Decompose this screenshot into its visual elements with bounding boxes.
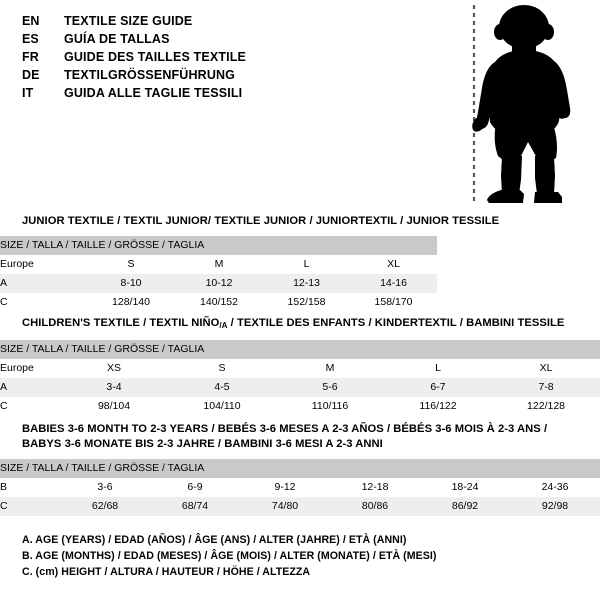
cell: 5-6 — [276, 378, 384, 397]
cell: XL — [350, 255, 438, 274]
language-title: GUIDA ALLE TAGLIE TESSILI — [64, 86, 243, 100]
cell: 3-4 — [60, 378, 168, 397]
cell: 74/80 — [240, 497, 330, 516]
cell: XL — [492, 359, 600, 378]
junior-band-label: SIZE / TALLA / TAILLE / GRÖSSE / TAGLIA — [0, 236, 438, 255]
row-label: A — [0, 378, 60, 397]
legend-block: A. AGE (YEARS) / EDAD (AÑOS) / ÂGE (ANS)… — [22, 532, 582, 580]
cell: 12-18 — [330, 478, 420, 497]
cell: L — [384, 359, 492, 378]
language-row: FR GUIDE DES TAILLES TEXTILE — [22, 48, 422, 66]
language-title: TEXTILGRÖSSENFÜHRUNG — [64, 68, 236, 82]
cell: 152/158 — [263, 293, 350, 312]
table-band-header-row: SIZE / TALLA / TAILLE / GRÖSSE / TAGLIA — [0, 459, 600, 478]
section-babies-title-line1: BABIES 3-6 MONTH TO 2-3 YEARS / BEBÉS 3-… — [22, 423, 548, 435]
language-code: ES — [22, 32, 39, 46]
cell: S — [168, 359, 276, 378]
children-size-table: SIZE / TALLA / TAILLE / GRÖSSE / TAGLIA … — [0, 340, 600, 416]
cell: 158/170 — [350, 293, 438, 312]
table-row: Europe S M L XL — [0, 255, 438, 274]
section-babies: BABIES 3-6 MONTH TO 2-3 YEARS / BEBÉS 3-… — [0, 422, 600, 516]
cell: 7-8 — [492, 378, 600, 397]
row-label: Europe — [0, 255, 87, 274]
row-label: C — [0, 497, 60, 516]
children-title-pre: CHILDREN'S TEXTILE / TEXTIL NIÑO — [22, 317, 220, 329]
table-row: A 3-4 4-5 5-6 6-7 7-8 — [0, 378, 600, 397]
legend-line-a: A. AGE (YEARS) / EDAD (AÑOS) / ÂGE (ANS)… — [22, 534, 407, 546]
cell: 86/92 — [420, 497, 510, 516]
row-label: C — [0, 293, 87, 312]
language-row: DE TEXTILGRÖSSENFÜHRUNG — [22, 66, 422, 84]
cell: 24-36 — [510, 478, 600, 497]
cell: M — [276, 359, 384, 378]
babies-size-table: SIZE / TALLA / TAILLE / GRÖSSE / TAGLIA … — [0, 459, 600, 516]
language-row: IT GUIDA ALLE TAGLIE TESSILI — [22, 84, 422, 102]
row-label: A — [0, 274, 87, 293]
language-code: DE — [22, 68, 40, 82]
table-row: C 128/140 140/152 152/158 158/170 — [0, 293, 438, 312]
cell: 110/116 — [276, 397, 384, 416]
language-header-block: EN TEXTILE SIZE GUIDE ES GUÍA DE TALLAS … — [22, 12, 422, 102]
cell: 8-10 — [87, 274, 175, 293]
cell: S — [87, 255, 175, 274]
row-label: C — [0, 397, 60, 416]
child-silhouette-icon — [472, 5, 571, 203]
cell: 92/98 — [510, 497, 600, 516]
cell: 98/104 — [60, 397, 168, 416]
language-title: GUÍA DE TALLAS — [64, 32, 170, 46]
section-children: CHILDREN'S TEXTILE / TEXTIL NIÑO/A / TEX… — [0, 316, 600, 416]
legend-line-c: C. (cm) HEIGHT / ALTURA / HAUTEUR / HÖHE… — [22, 566, 311, 578]
language-title: TEXTILE SIZE GUIDE — [64, 14, 193, 28]
language-title: GUIDE DES TAILLES TEXTILE — [64, 50, 247, 64]
cell: XS — [60, 359, 168, 378]
table-band-header-row: SIZE / TALLA / TAILLE / GRÖSSE / TAGLIA — [0, 340, 600, 359]
language-code: EN — [22, 14, 40, 28]
section-junior-title: JUNIOR TEXTILE / TEXTIL JUNIOR/ TEXTILE … — [22, 215, 500, 227]
measurement-illustration: C — [440, 0, 600, 210]
cell: 3-6 — [60, 478, 150, 497]
cell: 12-13 — [263, 274, 350, 293]
cell: 80/86 — [330, 497, 420, 516]
cell: 6-9 — [150, 478, 240, 497]
section-children-title: CHILDREN'S TEXTILE / TEXTIL NIÑO/A / TEX… — [0, 316, 600, 333]
cell: 14-16 — [350, 274, 438, 293]
cell: M — [175, 255, 263, 274]
language-row: ES GUÍA DE TALLAS — [22, 30, 422, 48]
cell: 9-12 — [240, 478, 330, 497]
language-code: IT — [22, 86, 34, 100]
cell: L — [263, 255, 350, 274]
children-band-label: SIZE / TALLA / TAILLE / GRÖSSE / TAGLIA — [0, 340, 600, 359]
cell: 68/74 — [150, 497, 240, 516]
cell: 122/128 — [492, 397, 600, 416]
cell: 6-7 — [384, 378, 492, 397]
row-label: Europe — [0, 359, 60, 378]
cell: 62/68 — [60, 497, 150, 516]
language-row: EN TEXTILE SIZE GUIDE — [22, 12, 422, 30]
cell: 116/122 — [384, 397, 492, 416]
children-title-sub: /A — [219, 321, 228, 330]
cell: 140/152 — [175, 293, 263, 312]
row-label: B — [0, 478, 60, 497]
table-band-header-row: SIZE / TALLA / TAILLE / GRÖSSE / TAGLIA — [0, 236, 438, 255]
language-code: FR — [22, 50, 39, 64]
cell: 4-5 — [168, 378, 276, 397]
junior-size-table: SIZE / TALLA / TAILLE / GRÖSSE / TAGLIA … — [0, 236, 438, 312]
section-babies-title-line2: BABYS 3-6 MONATE BIS 2-3 JAHRE / BAMBINI… — [22, 438, 383, 450]
children-title-post: / TEXTILE DES ENFANTS / KINDERTEXTIL / B… — [227, 317, 565, 329]
table-row: C 62/68 68/74 74/80 80/86 86/92 92/98 — [0, 497, 600, 516]
cell: 18-24 — [420, 478, 510, 497]
cell: 104/110 — [168, 397, 276, 416]
table-row: Europe XS S M L XL — [0, 359, 600, 378]
legend-line-b: B. AGE (MONTHS) / EDAD (MESES) / ÂGE (MO… — [22, 550, 437, 562]
babies-band-label: SIZE / TALLA / TAILLE / GRÖSSE / TAGLIA — [0, 459, 600, 478]
table-row: C 98/104 104/110 110/116 116/122 122/128 — [0, 397, 600, 416]
section-junior: JUNIOR TEXTILE / TEXTIL JUNIOR/ TEXTILE … — [0, 214, 600, 312]
cell: 128/140 — [87, 293, 175, 312]
table-row: B 3-6 6-9 9-12 12-18 18-24 24-36 — [0, 478, 600, 497]
child-body-shape — [472, 5, 571, 203]
table-row: A 8-10 10-12 12-13 14-16 — [0, 274, 438, 293]
cell: 10-12 — [175, 274, 263, 293]
